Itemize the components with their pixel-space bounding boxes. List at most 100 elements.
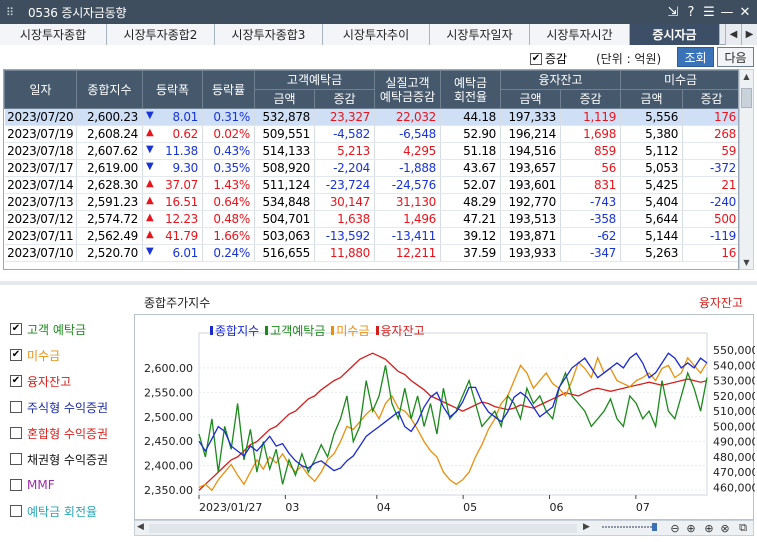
- checkbox-icon[interactable]: ✔: [10, 349, 22, 361]
- header-index[interactable]: 종합지수: [76, 70, 143, 109]
- cell-dep-amt: 511,124: [254, 176, 315, 194]
- cell-unpaid-delta: -240: [682, 193, 738, 211]
- header-deposit[interactable]: 고객예탁금: [253, 70, 376, 90]
- header-real-deposit-line1: 실질고객: [385, 75, 430, 90]
- cell-unpaid-amt: 5,556: [620, 108, 684, 126]
- series-line: [198, 352, 708, 472]
- tab-market-summary-3[interactable]: 시장투자종합3: [215, 24, 323, 45]
- cell-dep-amt: 508,920: [254, 159, 315, 177]
- checkbox-icon[interactable]: ✔: [10, 323, 22, 335]
- table-row[interactable]: 2023/07/17 2,619.00 ▼ 9.30 0.35% 508,920 -2,20…: [4, 159, 738, 177]
- cell-unpaid-amt: 5,263: [620, 244, 684, 262]
- header-credit[interactable]: 융자잔고: [500, 70, 622, 90]
- series-toggle[interactable]: ✔ 융자잔고: [10, 368, 130, 394]
- header-unpaid-amount[interactable]: 금액: [620, 89, 684, 109]
- y-right-tick-label: 540,000: [713, 359, 755, 372]
- checkbox-icon[interactable]: [10, 427, 22, 439]
- link-icon[interactable]: ⇲: [667, 4, 679, 20]
- header-deposit-delta[interactable]: 증감: [313, 89, 376, 109]
- grip-icon[interactable]: ⠿: [6, 5, 15, 19]
- zoom-reset-icon[interactable]: ⊗: [720, 521, 730, 535]
- cell-dep-delta: -2,204: [314, 159, 376, 177]
- tab-market-daily[interactable]: 시장투자일자: [430, 24, 530, 45]
- scroll-down-icon[interactable]: ▼: [743, 258, 750, 267]
- tab-market-summary[interactable]: 시장투자종합: [0, 24, 107, 45]
- series-toggle[interactable]: 예탁금 회전율: [10, 498, 130, 524]
- scroll-up-icon[interactable]: ▲: [743, 72, 750, 81]
- table-row[interactable]: 2023/07/18 2,607.62 ▼ 11.38 0.43% 514,133 5,21…: [4, 142, 738, 160]
- series-toggle[interactable]: MMF: [10, 472, 130, 498]
- legend-entry: 고객예탁금: [265, 322, 325, 339]
- series-toggle[interactable]: 채권형 수익증권: [10, 446, 130, 472]
- tab-stock-funds[interactable]: 증시자금: [630, 24, 720, 45]
- cell-index: 2,520.70: [76, 244, 143, 262]
- header-turnover[interactable]: 예탁금 회전율: [440, 70, 502, 109]
- x-tick-label: 04: [377, 501, 391, 514]
- header-credit-amount[interactable]: 금액: [500, 89, 562, 109]
- zoom-in-icon[interactable]: ⊕: [686, 521, 696, 535]
- fund-table: 일자 종합지수 등락폭 등락률 고객예탁금 실질고객 예탁금증감 예탁금 회전율…: [3, 69, 739, 270]
- cell-date: 2023/07/13: [4, 193, 77, 211]
- minimize-icon[interactable]: —: [720, 4, 734, 20]
- header-credit-delta[interactable]: 증감: [560, 89, 622, 109]
- checkbox-icon[interactable]: ✔: [530, 52, 542, 65]
- header-change[interactable]: 등락폭: [142, 70, 203, 109]
- checkbox-icon[interactable]: [10, 505, 22, 517]
- series-toggle[interactable]: 혼합형 수익증권: [10, 420, 130, 446]
- cell-turnover: 47.21: [440, 210, 502, 228]
- header-rate[interactable]: 등락률: [202, 70, 255, 109]
- series-toggle[interactable]: 주식형 수익증권: [10, 394, 130, 420]
- tab-market-trend[interactable]: 시장투자추이: [323, 24, 430, 45]
- checkbox-icon[interactable]: ✔: [10, 375, 22, 387]
- zoom-fit-icon[interactable]: ⊕: [704, 521, 714, 535]
- table-row[interactable]: 2023/07/20 2,600.23 ▼ 8.01 0.31% 532,878 23,32…: [4, 108, 738, 126]
- cell-date: 2023/07/10: [4, 244, 77, 262]
- zoom-slider[interactable]: [600, 523, 660, 531]
- query-button[interactable]: 조회: [677, 47, 714, 67]
- chart-scroll-right-icon[interactable]: ▶: [583, 522, 590, 532]
- cell-credit-delta: 56: [560, 159, 622, 177]
- tab-scroll-right-icon[interactable]: ▶: [741, 24, 757, 45]
- table-row[interactable]: 2023/07/11 2,562.49 ▲ 41.79 1.66% 503,063 -13,…: [4, 227, 738, 245]
- tab-scroll-left-icon[interactable]: ◀: [725, 24, 741, 45]
- tab-market-summary-2[interactable]: 시장투자종합2: [107, 24, 215, 45]
- header-real-deposit[interactable]: 실질고객 예탁금증감: [374, 70, 442, 109]
- series-toggle[interactable]: ✔ 미수금: [10, 342, 130, 368]
- table-scrollbar[interactable]: ▲ ▼: [739, 69, 754, 270]
- header-unpaid-delta[interactable]: 증감: [682, 89, 738, 109]
- header-unpaid[interactable]: 미수금: [620, 70, 738, 90]
- cell-dep-amt: 504,701: [254, 210, 315, 228]
- scroll-thumb[interactable]: [741, 88, 752, 108]
- change-value: 6.01: [172, 246, 198, 260]
- close-icon[interactable]: ✕: [739, 4, 751, 20]
- cell-date: 2023/07/18: [4, 142, 77, 160]
- cell-dep-amt: 516,655: [254, 244, 315, 262]
- table-row[interactable]: 2023/07/19 2,608.24 ▲ 0.62 0.02% 509,551 -4,58…: [4, 125, 738, 143]
- splitter[interactable]: [0, 281, 757, 285]
- chart-scroll-left-icon[interactable]: ◀: [137, 522, 144, 532]
- increase-checkbox[interactable]: ✔ 증감: [530, 50, 567, 67]
- table-row[interactable]: 2023/07/12 2,574.72 ▲ 12.23 0.48% 504,701 1,63…: [4, 210, 738, 228]
- chart-scroll-track[interactable]: [149, 524, 577, 533]
- series-toggle[interactable]: ✔ 고객 예탁금: [10, 316, 130, 342]
- checkbox-icon[interactable]: [10, 401, 22, 413]
- checkbox-icon[interactable]: [10, 453, 22, 465]
- chart-area[interactable]: 2,600.00 2,550.00 2,500.00 2,450.00 2,400.00…: [134, 314, 757, 520]
- x-tick-label: 2023/01/27: [199, 501, 262, 514]
- chart-settings-icon[interactable]: ⧉: [739, 521, 747, 534]
- zoom-out-icon[interactable]: ⊖: [670, 521, 680, 535]
- table-row[interactable]: 2023/07/10 2,520.70 ▼ 6.01 0.24% 516,655 11,88…: [4, 244, 738, 262]
- cell-change: ▼ 6.01: [142, 244, 203, 262]
- table-row[interactable]: 2023/07/14 2,628.30 ▲ 37.07 1.43% 511,124 -23,…: [4, 176, 738, 194]
- header-date[interactable]: 일자: [4, 70, 77, 109]
- menu-icon[interactable]: ☰: [703, 4, 715, 20]
- help-icon[interactable]: ?: [687, 4, 695, 20]
- table-row[interactable]: 2023/07/13 2,591.23 ▲ 16.51 0.64% 534,848 30,1…: [4, 193, 738, 211]
- cell-credit-amt: 193,933: [500, 244, 562, 262]
- header-deposit-amount[interactable]: 금액: [254, 89, 315, 109]
- tab-market-hourly[interactable]: 시장투자시간: [530, 24, 630, 45]
- chart-scrollbar[interactable]: ◀ ▶: [134, 520, 754, 536]
- checkbox-icon[interactable]: [10, 479, 22, 491]
- next-button[interactable]: 다음: [717, 47, 754, 67]
- series-toggle-label: 채권형 수익증권: [27, 452, 109, 467]
